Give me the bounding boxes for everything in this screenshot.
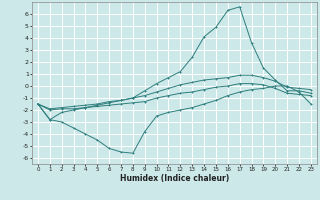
X-axis label: Humidex (Indice chaleur): Humidex (Indice chaleur)	[120, 174, 229, 183]
